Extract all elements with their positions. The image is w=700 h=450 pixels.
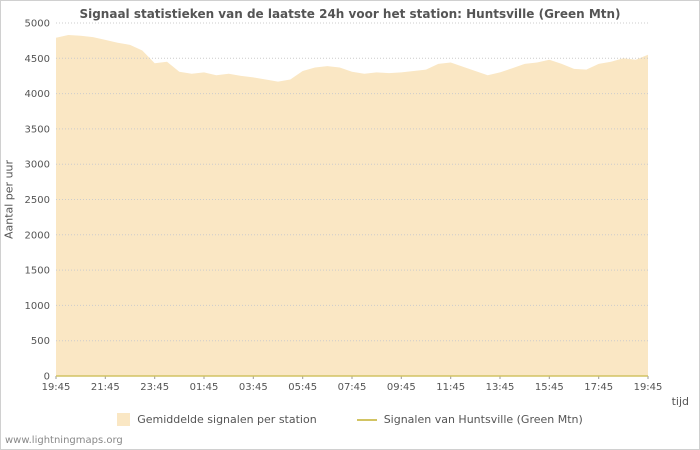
svg-text:1000: 1000 [25,301,50,312]
svg-text:2000: 2000 [25,230,50,241]
svg-text:09:45: 09:45 [387,382,416,393]
svg-text:2500: 2500 [25,195,50,206]
chart-title: Signaal statistieken van de laatste 24h … [79,7,621,21]
svg-text:4500: 4500 [25,54,50,65]
legend-label-line: Signalen van Huntsville (Green Mtn) [383,413,583,426]
svg-text:11:45: 11:45 [436,382,465,393]
svg-text:07:45: 07:45 [338,382,367,393]
legend: Gemiddelde signalen per station Signalen… [1,413,699,426]
svg-text:3500: 3500 [25,124,50,135]
legend-label-area: Gemiddelde signalen per station [137,413,317,426]
svg-text:01:45: 01:45 [190,382,219,393]
svg-text:21:45: 21:45 [91,382,120,393]
svg-text:0: 0 [44,372,50,383]
legend-item-area: Gemiddelde signalen per station [117,413,317,426]
legend-swatch-area [117,413,131,426]
svg-text:05:45: 05:45 [288,382,317,393]
svg-text:1500: 1500 [25,266,50,277]
svg-text:4000: 4000 [25,89,50,100]
svg-text:03:45: 03:45 [239,382,268,393]
footer-link[interactable]: www.lightningmaps.org [5,435,123,446]
plot-area: 0 500 1000 1500 2000 2500 3000 3500 4000 4500 5000… [25,19,663,394]
svg-text:15:45: 15:45 [535,382,564,393]
legend-item-line: Signalen van Huntsville (Green Mtn) [356,413,583,426]
svg-text:5000: 5000 [25,19,50,30]
svg-text:19:45: 19:45 [634,382,663,393]
svg-text:23:45: 23:45 [140,382,169,393]
svg-text:3000: 3000 [25,160,50,171]
svg-text:19:45: 19:45 [42,382,71,393]
svg-text:500: 500 [31,336,50,347]
svg-text:17:45: 17:45 [584,382,613,393]
x-axis-label: tijd [671,395,689,408]
svg-text:13:45: 13:45 [486,382,515,393]
legend-swatch-line [356,418,377,421]
